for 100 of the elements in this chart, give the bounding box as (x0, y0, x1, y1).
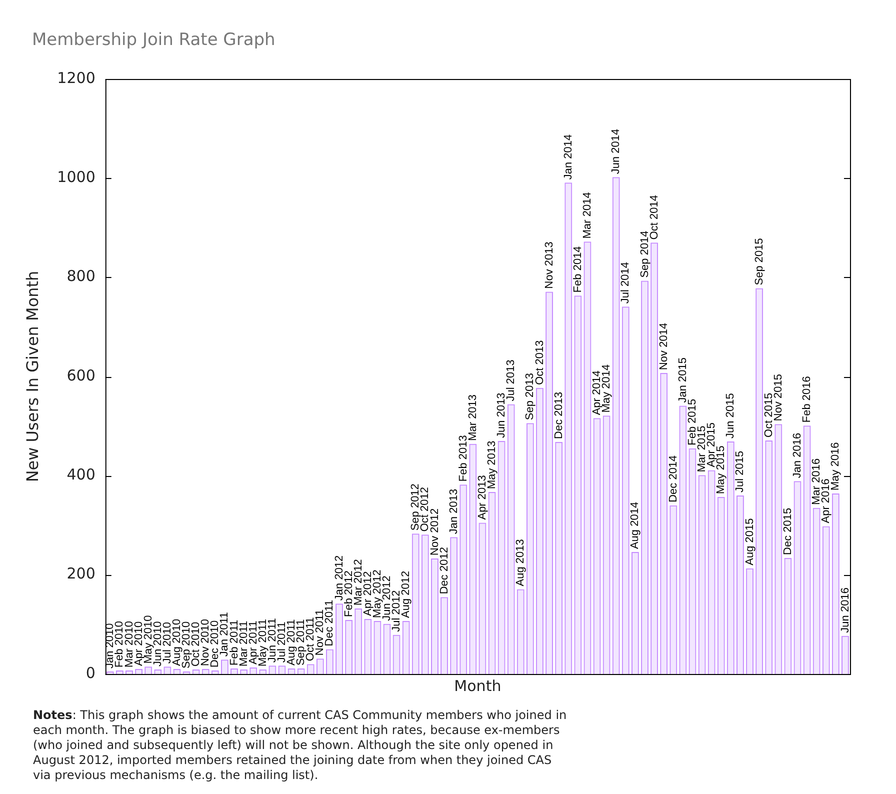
bar (546, 292, 554, 674)
x-tick-label: Jul 2015 (734, 450, 746, 492)
bar (498, 440, 506, 674)
bar (478, 522, 486, 674)
y-tick-label: 200 (66, 564, 96, 583)
x-tick-label: Oct 2015 (762, 392, 775, 438)
x-tick-label: May 2015 (715, 446, 728, 494)
x-tick-label: Nov 2013 (543, 242, 556, 289)
x-tick-label: Jun 2015 (724, 393, 737, 438)
x-tick-label: Feb 2010 (114, 621, 126, 668)
bar (259, 670, 267, 674)
bar (679, 406, 687, 674)
y-tick-label: 1200 (57, 68, 96, 87)
y-tick-label: 0 (86, 664, 96, 682)
bar (765, 440, 773, 674)
bar (812, 508, 820, 674)
y-tick-label: 800 (66, 267, 96, 286)
x-tick-label: Aug 2014 (629, 502, 642, 550)
x-tick-label: Jan 2014 (562, 134, 574, 180)
bar (460, 484, 468, 674)
bar (536, 388, 544, 674)
bar (784, 558, 792, 674)
x-tick-label: Oct 2014 (648, 194, 660, 240)
bar (154, 670, 162, 674)
x-tick-label: May 2011 (256, 619, 269, 667)
chart-title: Membership Join Rate Graph (32, 30, 276, 50)
bar (220, 660, 228, 674)
text: Notes: This graph shows the amount of current CAS Community members who joined in each month. The graph is biased to show more recent high rates, because ex-members (who joined and subsequently left) will not be shown. Although the site only opened in August 2012, imported members retained the joining date from when they joined CAS via previous mechanisms (e.g. the mailing list). (33, 708, 568, 783)
x-tick-label: Mar 2013 (466, 394, 479, 441)
bar (431, 558, 438, 674)
bar (612, 177, 620, 674)
x-tick-label: Apr 2013 (476, 475, 488, 520)
bar (698, 475, 706, 674)
x-tick-label: Jun 2013 (496, 392, 508, 438)
x-tick-label: Apr 2010 (132, 621, 145, 666)
y-tick-label: 400 (66, 466, 96, 484)
x-tick-label: May 2014 (600, 364, 613, 413)
x-tick-label: Jan 2015 (676, 357, 689, 403)
x-tick-label: Aug 2013 (514, 539, 527, 586)
bar (622, 306, 630, 674)
bar (726, 441, 734, 674)
bar (211, 670, 219, 674)
bar (116, 670, 124, 674)
bar (488, 492, 496, 674)
x-tick-label: Nov 2012 (428, 508, 441, 556)
bar (688, 448, 696, 674)
bar (717, 496, 725, 674)
bar (593, 418, 601, 674)
x-tick-label: May 2010 (142, 615, 154, 664)
x-tick-label: Mar 2014 (582, 192, 594, 239)
x-tick-label: Apr 2015 (706, 422, 718, 468)
x-tick-label: Mar 2010 (123, 621, 136, 668)
y-axis-title: New Users In Given Month (22, 270, 42, 482)
x-tick-label: Sep 2013 (524, 373, 536, 420)
x-tick-label: Jun 2014 (610, 128, 622, 174)
bar (469, 444, 477, 674)
bar (794, 481, 802, 674)
bar (336, 604, 343, 674)
x-tick-label: Feb 2014 (572, 246, 584, 293)
bar (440, 597, 448, 674)
x-tick-label: Mar 2012 (352, 559, 364, 606)
bar (402, 620, 410, 674)
x-tick-label: Apr 2011 (247, 620, 260, 665)
bar (507, 404, 515, 674)
bar (602, 416, 610, 674)
x-tick-label: Aug 2015 (744, 518, 756, 566)
x-tick-label: Jun 2016 (839, 588, 852, 633)
bar (450, 537, 458, 674)
bar (412, 534, 420, 674)
x-tick-label: Sep 2014 (638, 230, 651, 278)
x-tick-label: Feb 2013 (457, 435, 470, 482)
bar (660, 373, 668, 674)
bar (326, 649, 334, 674)
bar (192, 670, 200, 674)
bar (670, 505, 678, 674)
x-tick-label: May 2012 (371, 570, 384, 618)
x-tick-label: May 2013 (486, 440, 498, 490)
bar (803, 426, 811, 674)
bar (364, 618, 372, 674)
bar (374, 620, 382, 674)
x-tick-label: Jan 2012 (333, 555, 346, 601)
bar (564, 182, 572, 674)
bar (574, 296, 582, 674)
x-tick-label: Jan 2013 (448, 488, 460, 534)
bar (822, 526, 830, 674)
bar (354, 608, 362, 674)
x-tick-label: Jul 2010 (161, 622, 174, 664)
bar (345, 620, 353, 674)
bar (516, 589, 524, 674)
bar (746, 568, 754, 674)
bar (126, 670, 133, 674)
bar (631, 552, 639, 674)
x-tick-label: Feb 2012 (342, 570, 355, 617)
bar (774, 424, 782, 674)
x-tick-label: Aug 2012 (400, 570, 412, 618)
x-axis-title: Month (454, 676, 502, 695)
x-tick-label: Oct 2013 (534, 340, 546, 385)
y-tick-label: 1000 (57, 168, 96, 186)
x-tick-label: Feb 2011 (228, 620, 240, 666)
x-tick-label: Dec 2011 (324, 600, 336, 646)
